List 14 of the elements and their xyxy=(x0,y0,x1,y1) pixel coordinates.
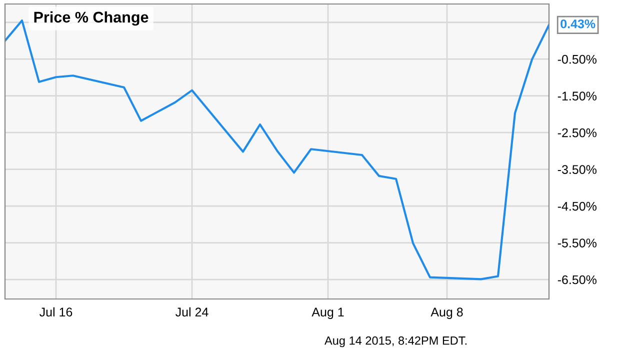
annotation: 0.43% xyxy=(560,19,596,28)
x-tick-label: Aug 8 xyxy=(430,308,463,319)
chart-title: Price % Change xyxy=(34,11,148,26)
x-tick-label: Aug 1 xyxy=(312,308,344,319)
y-tick-label: -5.50% xyxy=(558,238,596,248)
y-tick-label: -1.50% xyxy=(558,92,596,100)
x-tick-label: Jul 16 xyxy=(40,307,72,317)
y-tick-label: -3.50% xyxy=(558,165,596,174)
y-tick-label: -2.50% xyxy=(558,128,596,138)
x-tick-label: Jul 24 xyxy=(176,307,208,317)
y-tick-label: -4.50% xyxy=(558,202,596,211)
text: Aug 14 2015, 8:42PM EDT. xyxy=(324,336,466,348)
y-tick-label: -0.50% xyxy=(558,54,596,64)
y-tick-label: -6.50% xyxy=(558,275,596,284)
